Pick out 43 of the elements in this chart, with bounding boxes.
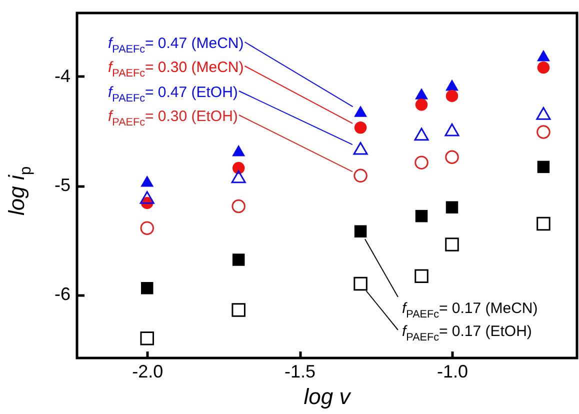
y-tick-label: -6 (54, 284, 70, 304)
point (415, 98, 428, 111)
point (140, 175, 154, 187)
point (232, 144, 246, 156)
point (140, 191, 154, 204)
point (444, 123, 460, 136)
point (414, 269, 428, 283)
y-axis-title: log ip (4, 166, 35, 216)
point (446, 90, 458, 102)
point (232, 199, 246, 214)
point (354, 225, 367, 238)
point (140, 221, 154, 235)
point (354, 276, 368, 291)
point (445, 238, 459, 252)
y-tick-label: -5 (54, 175, 70, 195)
y-tick-label: -4 (54, 66, 70, 86)
point (354, 106, 368, 117)
point (414, 128, 429, 141)
point (414, 88, 428, 100)
point (445, 150, 459, 164)
x-axis-title: log v (304, 384, 352, 409)
point (537, 160, 550, 174)
point (353, 142, 368, 155)
point (536, 107, 551, 120)
point (537, 61, 550, 74)
point (140, 331, 154, 346)
x-tick-label: -1.5 (284, 362, 316, 382)
point (354, 122, 367, 134)
point (415, 210, 428, 222)
point (232, 254, 245, 266)
point (232, 303, 246, 317)
point (445, 79, 459, 91)
point (232, 162, 245, 174)
point (354, 168, 368, 183)
x-tick-label: -1.0 (436, 362, 468, 382)
point (141, 282, 154, 294)
point (536, 216, 550, 231)
point (414, 156, 428, 170)
point (446, 201, 458, 214)
point (231, 170, 246, 184)
x-tick-label: -2.0 (132, 362, 164, 382)
point (536, 125, 550, 139)
point (536, 50, 550, 62)
